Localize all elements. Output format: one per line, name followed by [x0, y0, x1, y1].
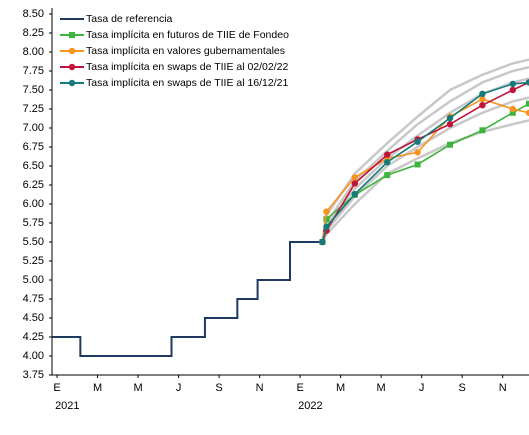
marker: [525, 79, 529, 86]
marker: [384, 172, 391, 179]
series-line: [321, 102, 529, 243]
legend: Tasa de referencia Tasa implícita en futu…: [60, 13, 289, 89]
y-tick-label: 3.75: [23, 369, 44, 381]
y-tick-label: 8.50: [23, 8, 44, 20]
marker: [525, 109, 529, 116]
x-tick-label: E: [53, 382, 60, 394]
y-tick-label: 7.25: [23, 103, 44, 115]
x-tick-label: M: [93, 382, 102, 394]
marker: [446, 114, 454, 122]
x-tick-label: J: [176, 382, 182, 394]
x-tick-label: J: [419, 382, 425, 394]
y-tick-label: 4.50: [23, 312, 44, 324]
marker: [479, 90, 486, 98]
marker: [68, 47, 76, 55]
y-tick-label: 7.00: [23, 122, 44, 134]
marker: [351, 190, 359, 198]
y-tick-label: 4.25: [23, 331, 44, 343]
x-tick-label: M: [377, 382, 386, 394]
marker: [446, 121, 454, 128]
series-line: [52, 241, 323, 357]
marker: [509, 109, 516, 116]
marker: [479, 127, 486, 134]
y-tick-label: 8.25: [23, 27, 44, 39]
legend-label: Tasa implícita en valores gubernamentale…: [86, 45, 285, 57]
x-tick-label: M: [336, 382, 345, 394]
y-tick-label: 5.50: [23, 236, 44, 248]
marker: [509, 80, 516, 88]
x-tick-label: S: [458, 382, 465, 394]
marker: [323, 216, 330, 223]
marker: [351, 180, 359, 187]
marker: [319, 238, 326, 246]
marker: [479, 102, 486, 109]
marker: [509, 105, 516, 113]
y-tick-label: 5.00: [23, 274, 44, 286]
x-tick-label: M: [133, 382, 142, 394]
plot-area: [52, 58, 529, 357]
legend-label: Tasa de referencia: [86, 13, 173, 25]
y-tick-label: 5.25: [23, 255, 44, 267]
marker: [509, 86, 516, 94]
marker: [526, 100, 529, 107]
scenario-curve: [321, 65, 529, 243]
marker: [69, 32, 75, 38]
marker: [68, 79, 76, 87]
marker: [384, 151, 391, 158]
marker: [479, 95, 486, 103]
y-tick-label: 7.75: [23, 65, 44, 77]
y-tick-label: 7.50: [23, 84, 44, 96]
y-tick-label: 6.50: [23, 160, 44, 172]
marker: [384, 159, 391, 166]
marker: [414, 149, 421, 156]
scenario-curve: [321, 119, 529, 243]
marker: [323, 223, 330, 230]
marker: [447, 141, 454, 148]
y-tick-label: 4.75: [23, 293, 44, 305]
marker: [351, 174, 359, 181]
y-tick-label: 4.00: [23, 350, 44, 362]
marker: [323, 208, 330, 215]
x-tick-label: N: [499, 382, 507, 394]
y-tick-label: 6.00: [23, 198, 44, 210]
x-tick-label: S: [215, 382, 222, 394]
y-tick-label: 5.75: [23, 217, 44, 229]
x-tick-label: N: [256, 382, 264, 394]
y-tick-label: 8.00: [23, 46, 44, 58]
year-label: 2022: [298, 400, 322, 412]
legend-label: Tasa implícita en futuros de TIIE de Fon…: [86, 29, 289, 41]
legend-label: Tasa implícita en swaps de TIIE al 02/02…: [86, 61, 288, 73]
y-tick-label: 6.75: [23, 141, 44, 153]
marker: [414, 138, 421, 145]
x-tick-label: E: [296, 382, 303, 394]
legend-label: Tasa implícita en swaps de TIIE al 16/12…: [86, 77, 288, 89]
marker: [414, 161, 421, 168]
year-label: 2021: [55, 400, 79, 412]
marker: [68, 63, 76, 71]
y-tick-label: 6.25: [23, 179, 44, 191]
scenario-curve: [321, 58, 529, 243]
